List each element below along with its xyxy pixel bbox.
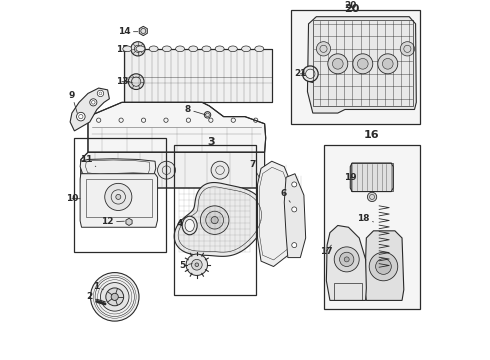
Circle shape xyxy=(104,161,122,179)
Circle shape xyxy=(317,42,331,56)
Circle shape xyxy=(332,58,343,69)
Circle shape xyxy=(378,54,398,74)
Polygon shape xyxy=(365,231,404,300)
Ellipse shape xyxy=(242,46,250,52)
Text: 8: 8 xyxy=(185,105,206,115)
Polygon shape xyxy=(292,10,420,124)
Circle shape xyxy=(400,42,415,56)
Text: 19: 19 xyxy=(344,173,357,182)
Circle shape xyxy=(131,42,145,56)
Polygon shape xyxy=(307,67,313,83)
Circle shape xyxy=(116,194,121,199)
Polygon shape xyxy=(257,161,293,266)
Circle shape xyxy=(106,288,123,306)
Ellipse shape xyxy=(255,46,264,52)
Text: 20: 20 xyxy=(344,4,360,14)
Ellipse shape xyxy=(189,46,197,52)
Ellipse shape xyxy=(136,46,145,52)
Polygon shape xyxy=(323,145,420,309)
Polygon shape xyxy=(81,152,265,188)
Polygon shape xyxy=(284,174,306,258)
Polygon shape xyxy=(88,102,266,152)
Polygon shape xyxy=(80,159,156,176)
Circle shape xyxy=(302,66,318,82)
Ellipse shape xyxy=(182,216,197,235)
Circle shape xyxy=(105,183,132,211)
Circle shape xyxy=(382,58,393,69)
Text: 5: 5 xyxy=(179,261,192,270)
Text: 3: 3 xyxy=(207,137,215,147)
Polygon shape xyxy=(326,225,367,300)
Circle shape xyxy=(195,263,198,266)
Circle shape xyxy=(344,257,349,262)
Ellipse shape xyxy=(175,46,185,52)
Polygon shape xyxy=(123,49,272,102)
Circle shape xyxy=(292,243,297,248)
Circle shape xyxy=(211,217,218,224)
Circle shape xyxy=(369,252,398,281)
Circle shape xyxy=(292,182,297,187)
Polygon shape xyxy=(70,88,109,131)
Circle shape xyxy=(328,54,348,74)
Text: 15: 15 xyxy=(116,45,131,54)
Circle shape xyxy=(340,252,354,266)
Text: 17: 17 xyxy=(320,245,333,256)
Text: 12: 12 xyxy=(101,217,124,226)
Polygon shape xyxy=(307,17,416,113)
Text: 20: 20 xyxy=(344,1,356,12)
Text: 21: 21 xyxy=(294,69,307,78)
Circle shape xyxy=(111,293,118,300)
Text: 2: 2 xyxy=(87,292,98,301)
Ellipse shape xyxy=(149,46,158,52)
Circle shape xyxy=(97,90,104,96)
Text: 7: 7 xyxy=(249,160,259,177)
Circle shape xyxy=(192,259,202,270)
Ellipse shape xyxy=(215,46,224,52)
Text: 18: 18 xyxy=(357,214,373,223)
Circle shape xyxy=(206,211,223,229)
Ellipse shape xyxy=(162,46,171,52)
Ellipse shape xyxy=(202,46,211,52)
Ellipse shape xyxy=(123,46,132,52)
Ellipse shape xyxy=(185,219,195,231)
Circle shape xyxy=(204,112,211,118)
Circle shape xyxy=(211,161,229,179)
Text: 10: 10 xyxy=(66,194,80,203)
Circle shape xyxy=(368,192,377,202)
Polygon shape xyxy=(126,218,132,225)
Circle shape xyxy=(90,99,97,106)
Text: 13: 13 xyxy=(116,77,130,86)
Text: 11: 11 xyxy=(80,155,96,167)
Text: 6: 6 xyxy=(280,189,290,202)
Text: 1: 1 xyxy=(93,282,103,291)
Circle shape xyxy=(158,161,175,179)
Text: 14: 14 xyxy=(118,27,138,36)
Circle shape xyxy=(100,283,129,311)
Circle shape xyxy=(128,74,144,90)
Circle shape xyxy=(357,58,368,69)
Polygon shape xyxy=(174,183,266,256)
Text: 4: 4 xyxy=(177,219,187,228)
Polygon shape xyxy=(350,163,393,192)
Ellipse shape xyxy=(228,46,237,52)
Text: 9: 9 xyxy=(69,91,77,113)
Circle shape xyxy=(200,206,229,234)
Circle shape xyxy=(292,207,297,212)
Circle shape xyxy=(91,273,139,321)
Circle shape xyxy=(76,112,85,121)
Circle shape xyxy=(376,259,392,274)
Circle shape xyxy=(306,69,315,78)
Polygon shape xyxy=(139,26,147,36)
Circle shape xyxy=(186,254,208,275)
Text: 16: 16 xyxy=(364,130,380,140)
Polygon shape xyxy=(80,174,158,227)
Circle shape xyxy=(353,54,373,74)
Circle shape xyxy=(334,247,359,272)
